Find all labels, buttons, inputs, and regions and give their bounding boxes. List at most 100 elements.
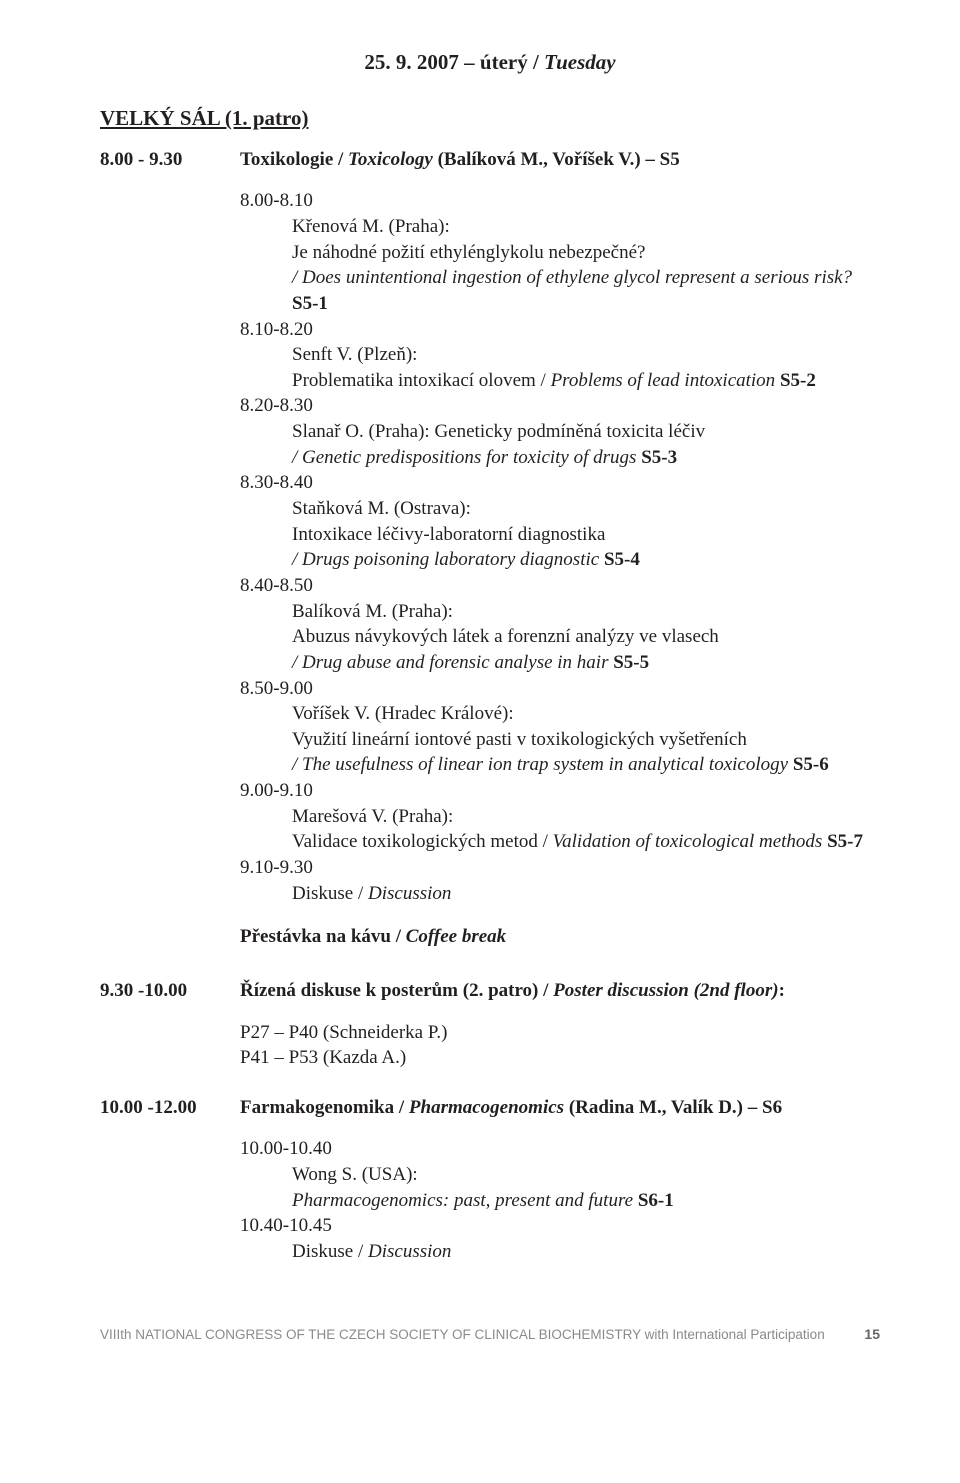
session-row: 9.30 -10.00 Řízená diskuse k posterům (2… <box>100 978 880 1004</box>
session-title-cz: Toxikologie / <box>240 149 348 170</box>
talk-item: 9.10-9.30Diskuse / Discussion <box>240 855 880 906</box>
session-title-it: Pharmacogenomics <box>409 1097 569 1118</box>
talk-title-en-line: / The usefulness of linear ion trap syst… <box>292 752 880 778</box>
talk-time: 9.00-9.10 <box>240 778 880 804</box>
room-header: VELKÝ SÁL (1. patro) <box>100 104 880 132</box>
talk-title-en-line: / Drug abuse and forensic analyse in hai… <box>292 650 880 676</box>
session-title-rest: (Radina M., Valík D.) – S6 <box>569 1097 782 1118</box>
talk-code: S5-1 <box>292 293 328 314</box>
talk-title-en: / Drug abuse and forensic analyse in hai… <box>292 652 613 673</box>
talk-author: Marešová V. (Praha): <box>292 804 880 830</box>
talks-block: 8.00-8.10Křenová M. (Praha):Je náhodné p… <box>240 188 880 906</box>
talk-code: S5-3 <box>641 447 677 468</box>
talk-author: Senft V. (Plzeň): <box>292 342 880 368</box>
session-time: 8.00 - 9.30 <box>100 147 240 173</box>
talk-author: Křenová M. (Praha): <box>292 214 880 240</box>
talk-body: Voříšek V. (Hradec Králové):Využití line… <box>240 701 880 778</box>
session-time: 10.00 -12.00 <box>100 1095 240 1121</box>
talk-title-en: Pharmacogenomics: past, present and futu… <box>292 1190 638 1211</box>
talk-title-en-line: / Drugs poisoning laboratory diagnostic … <box>292 547 880 573</box>
talk-body: Wong S. (USA):Pharmacogenomics: past, pr… <box>240 1162 880 1213</box>
talk-code: S5-7 <box>827 831 863 852</box>
talk-time: 8.10-8.20 <box>240 317 880 343</box>
talk-code: S5-4 <box>604 549 640 570</box>
poster-line: P27 – P40 (Schneiderka P.) <box>240 1020 880 1046</box>
talk-item: 10.00-10.40Wong S. (USA):Pharmacogenomic… <box>240 1136 880 1213</box>
talk-body: Senft V. (Plzeň):Problematika intoxikací… <box>240 342 880 393</box>
talk-title-cz: Intoxikace léčivy-laboratorní diagnostik… <box>292 522 880 548</box>
talk-title-cz: Abuzus návykových látek a forenzní analý… <box>292 624 880 650</box>
talk-author: Diskuse / <box>292 883 368 904</box>
poster-block: P27 – P40 (Schneiderka P.)P41 – P53 (Kaz… <box>240 1020 880 1071</box>
session-title-it: Toxicology <box>348 149 438 170</box>
date-text: 25. 9. 2007 – úterý / <box>364 50 544 74</box>
talk-body: Křenová M. (Praha):Je náhodné požití eth… <box>240 214 880 317</box>
break-cz: Přestávka na kávu / <box>240 926 406 947</box>
talk-body: Diskuse / Discussion <box>240 881 880 907</box>
date-italic: Tuesday <box>544 50 616 74</box>
talk-author-it: Discussion <box>368 1241 451 1262</box>
talk-author: Staňková M. (Ostrava): <box>292 496 880 522</box>
talk-code: S5-2 <box>780 370 816 391</box>
talk-author: Slanař O. (Praha): Geneticky podmíněná t… <box>292 419 880 445</box>
talk-item: 10.40-10.45Diskuse / Discussion <box>240 1213 880 1264</box>
break-en: Coffee break <box>406 926 506 947</box>
coffee-break: Přestávka na kávu / Coffee break <box>240 924 880 950</box>
talk-item: 8.30-8.40Staňková M. (Ostrava):Intoxikac… <box>240 470 880 573</box>
talk-time: 8.40-8.50 <box>240 573 880 599</box>
session-title: Řízená diskuse k posterům (2. patro) / P… <box>240 978 880 1004</box>
poster-line: P41 – P53 (Kazda A.) <box>240 1045 880 1071</box>
talk-body: Balíková M. (Praha):Abuzus návykových lá… <box>240 599 880 676</box>
talk-author-it: Discussion <box>368 883 451 904</box>
talk-title-cz: Problematika intoxikací olovem / <box>292 370 551 391</box>
session-title-cz: Farmakogenomika / <box>240 1097 409 1118</box>
session-title: Toxikologie / Toxicology (Balíková M., V… <box>240 147 880 173</box>
talk-title-en: / The usefulness of linear ion trap syst… <box>292 754 793 775</box>
talk-title-line: Validace toxikologických metod / Validat… <box>292 829 880 855</box>
talk-title-cz: Je náhodné požití ethylénglykolu nebezpe… <box>292 240 880 266</box>
talk-time: 8.20-8.30 <box>240 393 880 419</box>
talk-title-cz: Využití lineární iontové pasti v toxikol… <box>292 727 880 753</box>
talk-time: 10.00-10.40 <box>240 1136 880 1162</box>
talk-time: 8.50-9.00 <box>240 676 880 702</box>
talk-code: S5-6 <box>793 754 829 775</box>
talk-title-en: / Genetic predispositions for toxicity o… <box>292 447 641 468</box>
session-title-it: Poster discussion (2nd floor) <box>553 980 778 1001</box>
talk-item: 8.50-9.00Voříšek V. (Hradec Králové):Vyu… <box>240 676 880 779</box>
talk-item: 8.10-8.20Senft V. (Plzeň):Problematika i… <box>240 317 880 394</box>
talk-author: Wong S. (USA): <box>292 1162 880 1188</box>
session-row: 10.00 -12.00 Farmakogenomika / Pharmacog… <box>100 1095 880 1121</box>
session-title-rest: (Balíková M., Voříšek V.) – S5 <box>438 149 680 170</box>
talks-block: 10.00-10.40Wong S. (USA):Pharmacogenomic… <box>240 1136 880 1264</box>
talk-item: 8.20-8.30Slanař O. (Praha): Geneticky po… <box>240 393 880 470</box>
footer-text: VIIIth NATIONAL CONGRESS OF THE CZECH SO… <box>100 1326 825 1344</box>
session-title-cz: Řízená diskuse k posterům (2. patro) / <box>240 980 553 1001</box>
talk-item: 8.40-8.50Balíková M. (Praha):Abuzus návy… <box>240 573 880 676</box>
session-title: Farmakogenomika / Pharmacogenomics (Radi… <box>240 1095 880 1121</box>
footer-page-number: 15 <box>864 1325 880 1344</box>
talk-body: Marešová V. (Praha):Validace toxikologic… <box>240 804 880 855</box>
talk-title-line: Problematika intoxikací olovem / Problem… <box>292 368 880 394</box>
talk-title-en-line: / Does unintentional ingestion of ethyle… <box>292 265 880 316</box>
talk-body: Diskuse / Discussion <box>240 1239 880 1265</box>
talk-title-en: Validation of toxicological methods <box>553 831 827 852</box>
talk-author: Diskuse / <box>292 1241 368 1262</box>
talk-code: S6-1 <box>638 1190 674 1211</box>
session-title-colon: : <box>779 980 785 1001</box>
talk-time: 10.40-10.45 <box>240 1213 880 1239</box>
talk-body: Staňková M. (Ostrava):Intoxikace léčivy-… <box>240 496 880 573</box>
talk-title-en-line: / Genetic predispositions for toxicity o… <box>292 445 880 471</box>
session-row: 8.00 - 9.30 Toxikologie / Toxicology (Ba… <box>100 147 880 173</box>
talk-author: Voříšek V. (Hradec Králové): <box>292 701 880 727</box>
talk-code: S5-5 <box>613 652 649 673</box>
talk-title-en: Problems of lead intoxication <box>551 370 780 391</box>
talk-time: 8.30-8.40 <box>240 470 880 496</box>
talk-item: 8.00-8.10Křenová M. (Praha):Je náhodné p… <box>240 188 880 316</box>
session-time: 9.30 -10.00 <box>100 978 240 1004</box>
talk-title-en-line: Pharmacogenomics: past, present and futu… <box>292 1188 880 1214</box>
talk-time: 8.00-8.10 <box>240 188 880 214</box>
talk-item: 9.00-9.10Marešová V. (Praha):Validace to… <box>240 778 880 855</box>
talk-title-en: / Does unintentional ingestion of ethyle… <box>292 267 852 288</box>
page-footer: VIIIth NATIONAL CONGRESS OF THE CZECH SO… <box>100 1325 880 1344</box>
talk-title-cz: Validace toxikologických metod / <box>292 831 553 852</box>
